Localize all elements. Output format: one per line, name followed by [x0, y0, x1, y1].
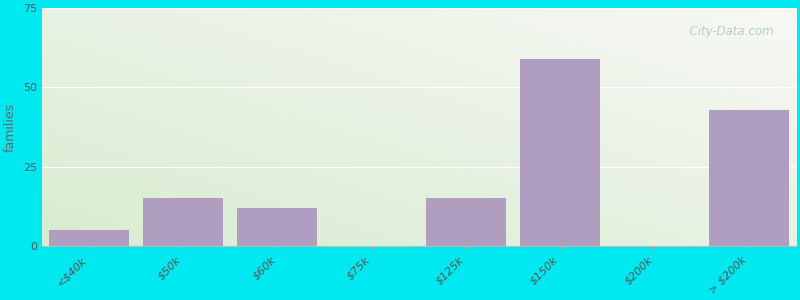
Bar [143, 198, 223, 246]
Bar [520, 59, 600, 246]
Bar [709, 110, 789, 246]
Bar [49, 230, 129, 246]
Text: City-Data.com: City-Data.com [682, 25, 774, 38]
Bar [426, 198, 506, 246]
Y-axis label: families: families [4, 103, 17, 152]
Bar [238, 208, 318, 246]
